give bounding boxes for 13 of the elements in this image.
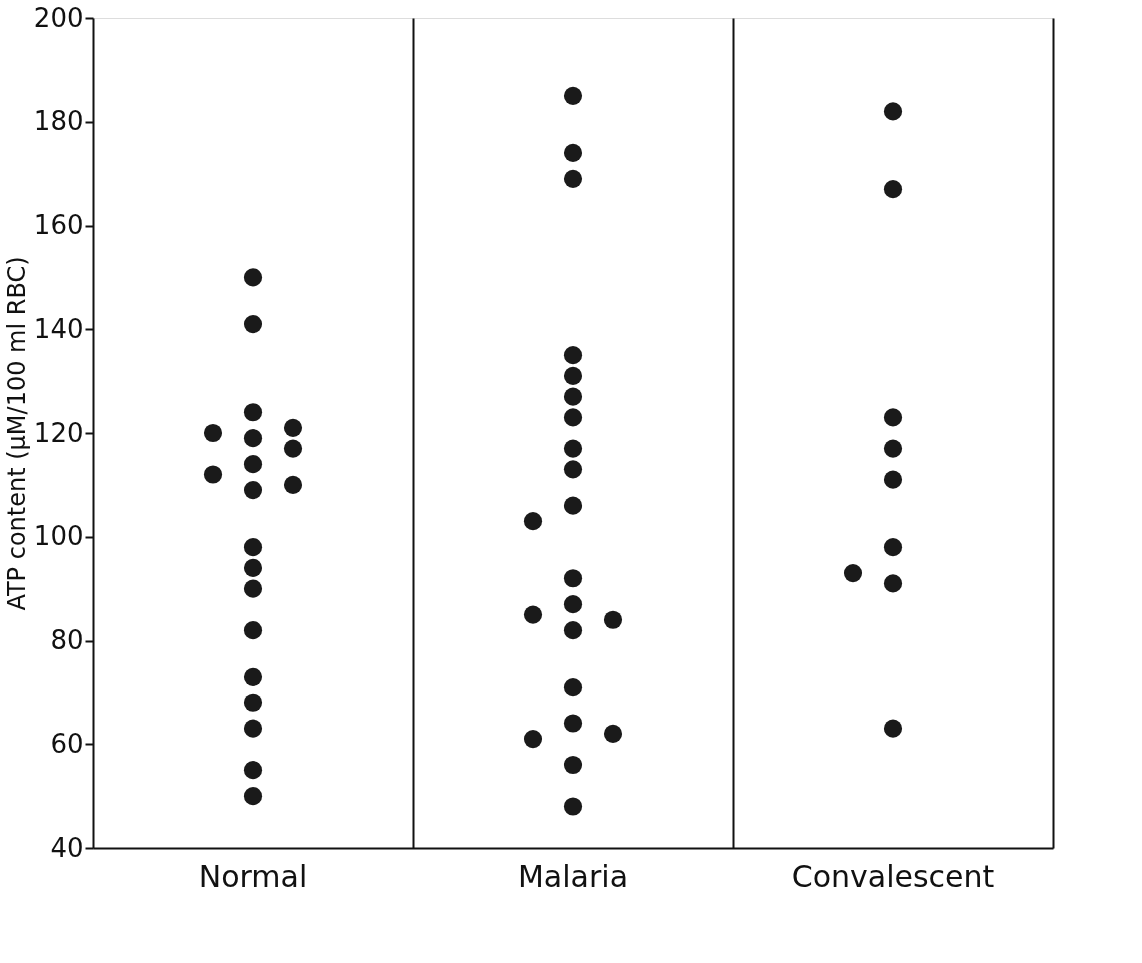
y-tick-label: 140 — [33, 313, 84, 344]
y-tick-label: 160 — [33, 210, 84, 240]
y-tick-label: 100 — [33, 521, 84, 552]
y-tick-label: 40 — [50, 832, 84, 863]
y-tick-label: 180 — [33, 106, 84, 137]
x-tick-label: Convalescent — [791, 858, 995, 894]
y-tick-label: 80 — [50, 625, 84, 655]
y-tick-label: 200 — [33, 2, 84, 33]
y-axis-title: ATP content (μM/100 ml RBC) — [2, 256, 31, 611]
y-tick-label: 60 — [50, 728, 84, 759]
y-tick-label: 120 — [33, 417, 84, 448]
x-tick-label: Malaria — [517, 858, 629, 894]
x-tick-label: Normal — [198, 858, 308, 894]
